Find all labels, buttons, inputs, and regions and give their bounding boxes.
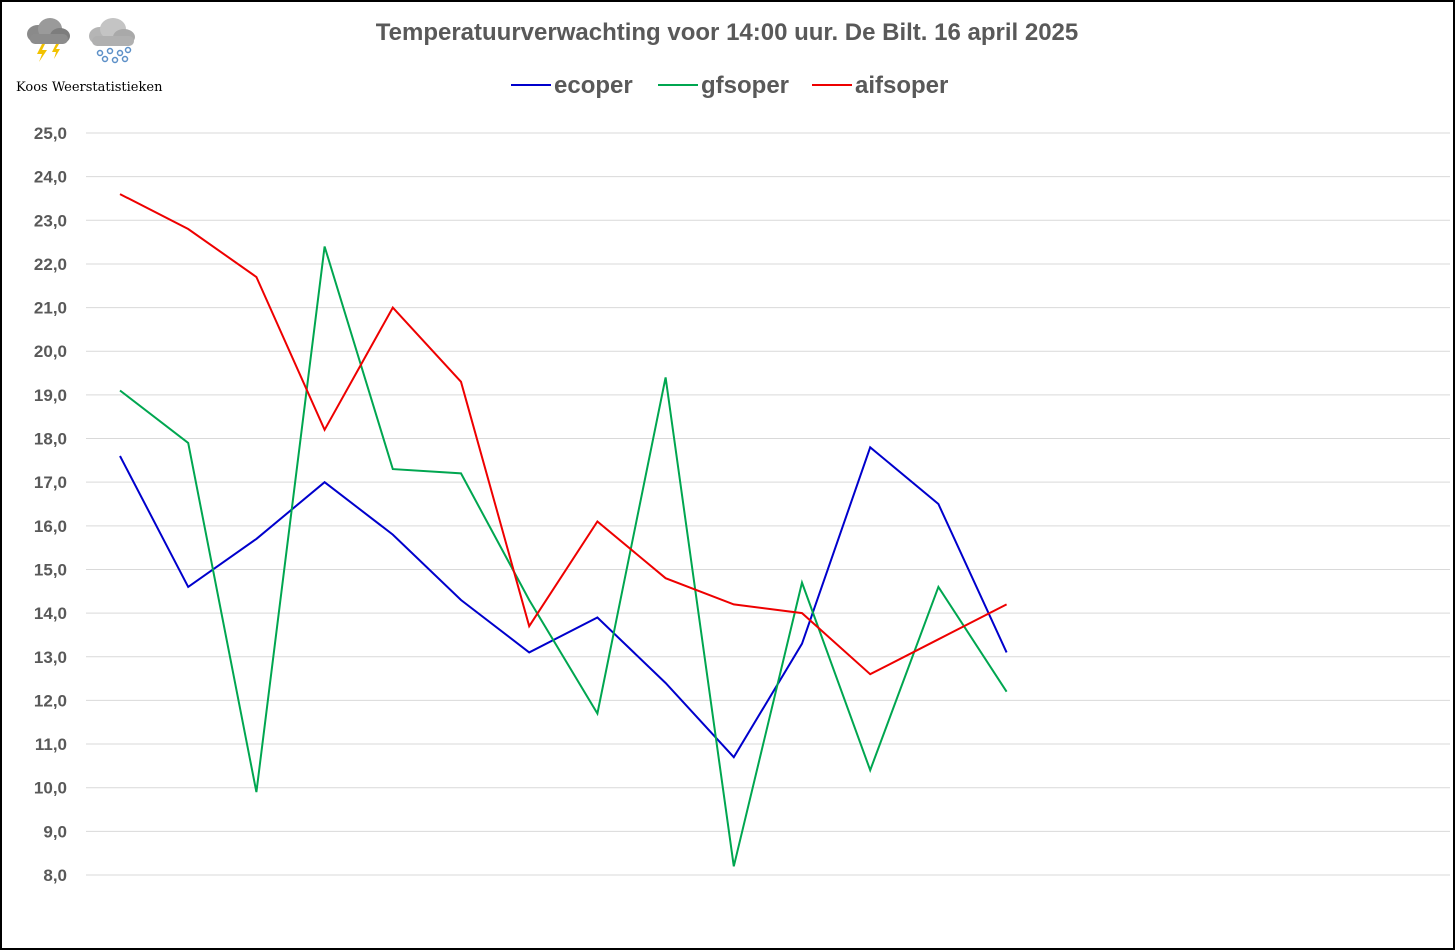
chart-title: Temperatuurverwachting voor 14:00 uur. D… [376, 19, 1078, 46]
y-tick-label: 15,0 [34, 560, 67, 579]
y-tick-label: 21,0 [34, 299, 67, 318]
y-tick-label: 12,0 [34, 691, 67, 710]
y-tick-label: 25,0 [34, 124, 67, 143]
y-tick-label: 23,0 [34, 211, 67, 230]
legend-label-aifsoper: aifsoper [855, 72, 948, 99]
y-tick-label: 17,0 [34, 473, 67, 492]
y-tick-label: 19,0 [34, 386, 67, 405]
y-tick-label: 16,0 [34, 517, 67, 536]
y-axis-tick-labels: 8,0 9,0 10,0 11,0 12,0 13,0 14,0 15,0 16,0 17,0 18… [34, 124, 67, 885]
y-tick-label: 14,0 [34, 604, 67, 623]
weather-logo-icons [27, 18, 135, 64]
y-tick-label: 20,0 [34, 342, 67, 361]
y-tick-label: 22,0 [34, 255, 67, 274]
legend-label-gfsoper: gfsoper [701, 72, 789, 99]
y-tick-label: 11,0 [35, 735, 67, 754]
series-line-ecoper [119, 445, 1008, 759]
hail-cloud-icon [89, 18, 135, 64]
y-tick-label: 9,0 [43, 822, 67, 841]
grid-lines [86, 132, 1450, 876]
series-lines [119, 193, 1008, 867]
y-tick-label: 13,0 [34, 648, 67, 667]
series-line-aifsoper [119, 193, 1008, 676]
legend-label-ecoper: ecoper [554, 72, 633, 99]
y-tick-label: 8,0 [43, 866, 67, 885]
legend: ecoper gfsoper aifsoper [511, 72, 948, 99]
y-tick-label: 24,0 [34, 168, 67, 187]
logo-text: Koos Weerstatistieken [16, 80, 163, 95]
series-line-gfsoper [119, 246, 1008, 867]
thunderstorm-cloud-icon [27, 18, 70, 62]
y-tick-label: 18,0 [34, 430, 67, 449]
y-tick-label: 10,0 [34, 779, 67, 798]
logo: Koos Weerstatistieken [12, 14, 162, 98]
